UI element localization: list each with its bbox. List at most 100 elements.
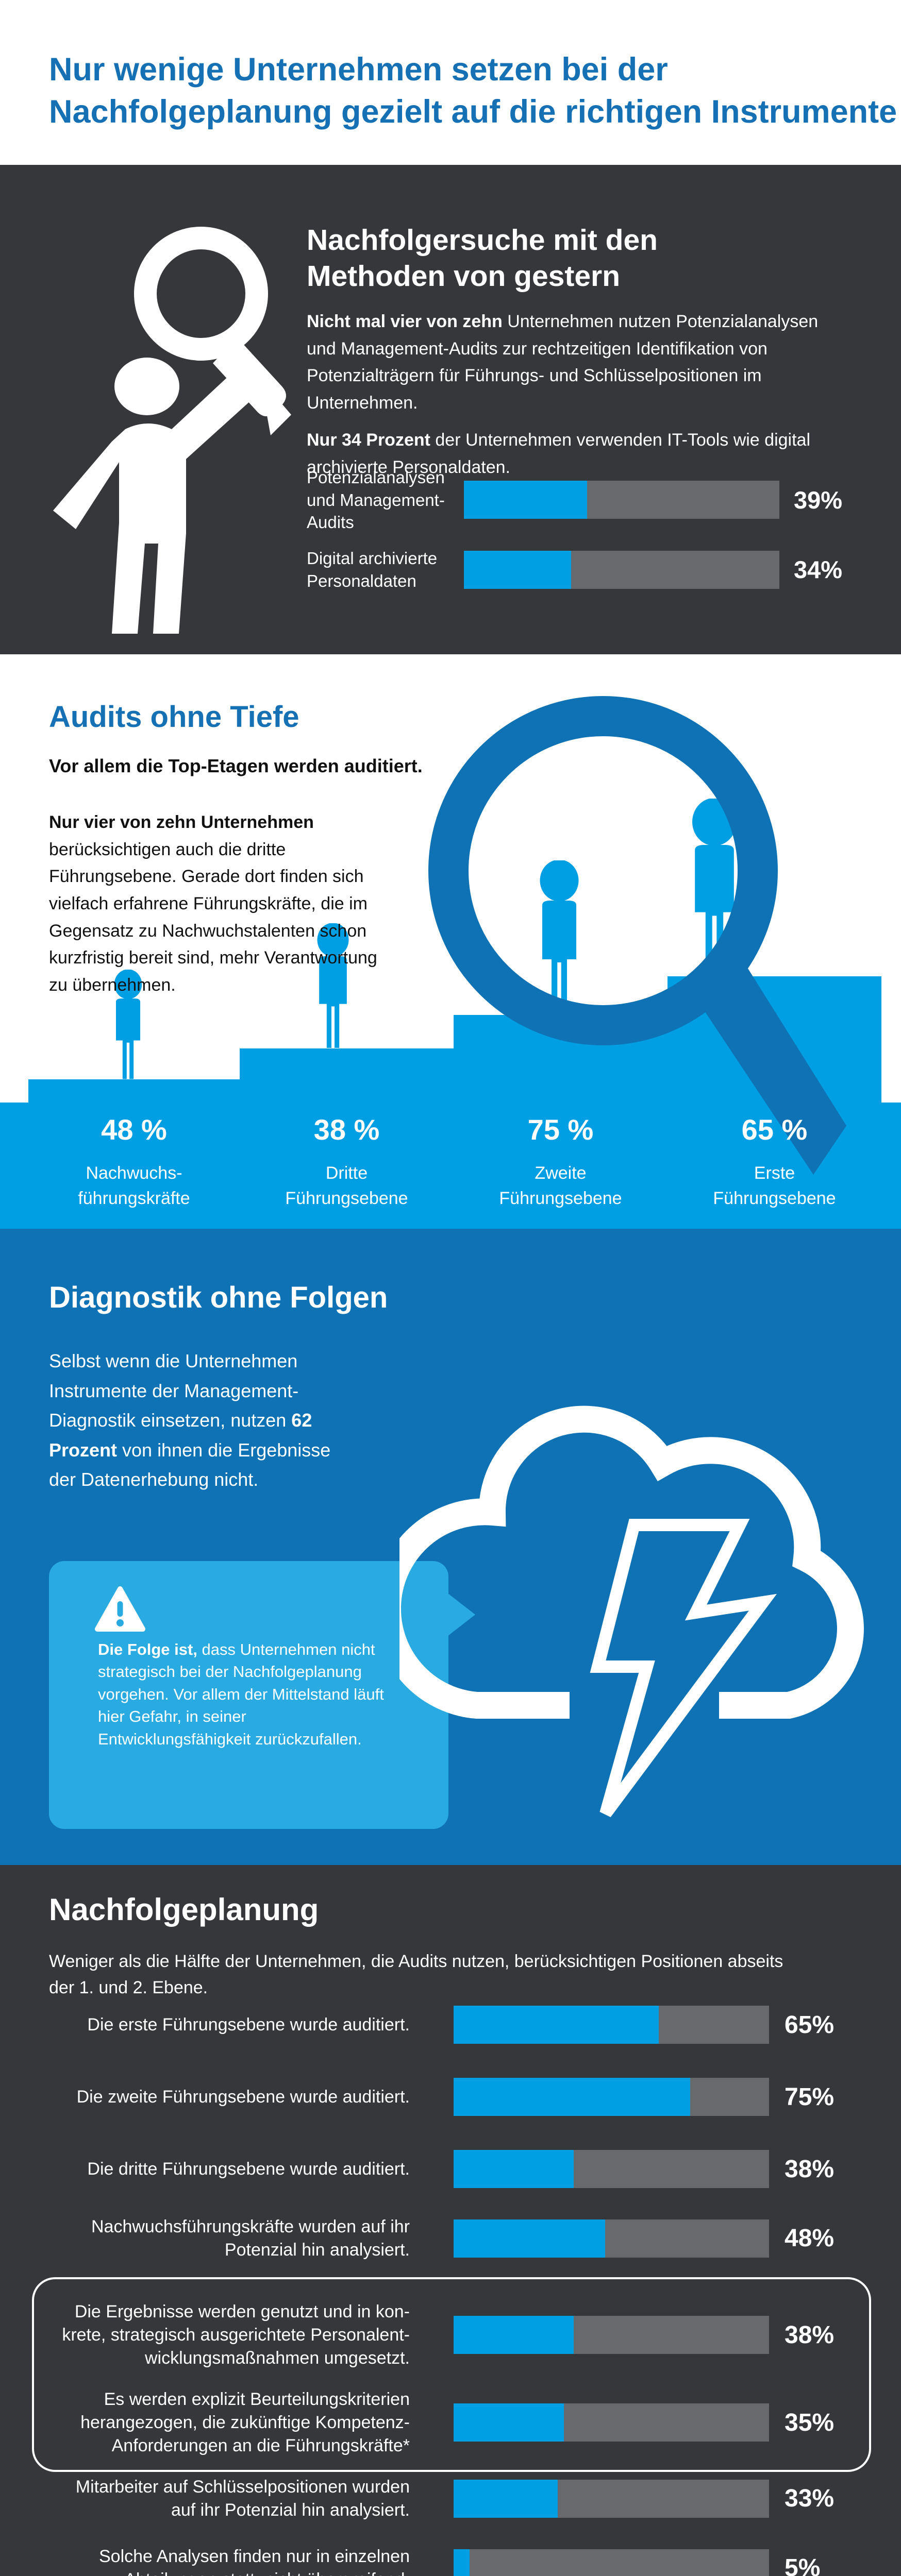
methods-bar-track xyxy=(464,550,779,589)
bar-label: Solche Analysen finden nur in einzelnen … xyxy=(99,2547,410,2576)
audits-heading: Audits ohne Tiefe xyxy=(49,700,299,734)
bar-label: Es werden explizit Beurteilungskriterien… xyxy=(80,2389,410,2455)
methods-paragraph-2-rest: der Unternehmen verwenden IT-Tools wie d… xyxy=(307,430,810,477)
audits-paragraph-bold: Nur vier von zehn Unternehmen xyxy=(49,812,314,832)
audit-bar-row: Die erste Führungsebene wurde auditiert.… xyxy=(49,2006,853,2044)
warning-triangle-icon xyxy=(95,1586,145,1632)
page-title-line2: Nachfolgeplanung gezielt auf die richtig… xyxy=(49,93,897,130)
audit-bar-row: Solche Analysen finden nur in einzelnen … xyxy=(49,2545,853,2576)
bar-track xyxy=(454,2150,769,2188)
methods-paragraph-2-bold: Nur 34 Prozent xyxy=(307,430,430,450)
methods-bar-fill xyxy=(464,481,587,519)
methods-bar-label: Digital archivierte Personaldaten xyxy=(307,549,438,590)
audit-bar-row: Es werden explizit Beurteilungskriterien… xyxy=(49,2388,853,2458)
bar-label: Die erste Führungsebene wurde auditiert. xyxy=(87,2014,410,2035)
staircase-magnifier-graphic xyxy=(0,696,901,1229)
section-nachfolgeplanung: Nachfolgeplanung Weniger als die Hälfte … xyxy=(0,1865,901,2576)
bar-label: Nachwuchsführungskräfte wurden auf ihr P… xyxy=(91,2217,410,2260)
diagnostik-heading: Diagnostik ohne Folgen xyxy=(49,1281,388,1314)
level-label: Erste Führungsebene xyxy=(713,1163,836,1209)
bar-track xyxy=(454,2316,769,2354)
bar-fill xyxy=(454,2006,659,2044)
magnifier-lens xyxy=(448,716,758,1025)
methods-heading: Nachfolgersuche mit den Methoden von ges… xyxy=(307,223,658,294)
methods-bar-row: Potenzialanalysen und Management- Audits… xyxy=(307,466,874,534)
warning-callout-box: Die Folge ist, dass Unternehmen nicht st… xyxy=(49,1561,475,1829)
bar-fill xyxy=(454,2479,558,2518)
level-stat: 38 % Dritte Führungsebene xyxy=(240,1113,454,1212)
planung-intro: Weniger als die Hälfte der Unternehmen, … xyxy=(49,1952,783,1997)
methods-bar-track xyxy=(464,481,779,519)
methods-paragraph-2: Nur 34 Prozent der Unternehmen verwenden… xyxy=(307,427,850,481)
staircase-steps xyxy=(0,976,901,1229)
level-stat: 48 % Nachwuchs- führungskräfte xyxy=(28,1113,240,1212)
bar-value: 33% xyxy=(785,2485,835,2513)
bar-label: Die Ergebnisse werden genutzt und in kon… xyxy=(62,2302,410,2368)
audit-bar-row: Die Ergebnisse werden genutzt und in kon… xyxy=(49,2300,853,2370)
planung-heading: Nachfolgeplanung xyxy=(49,1892,319,1927)
level-stat: 75 % Zweite Führungsebene xyxy=(454,1113,668,1212)
bar-track xyxy=(454,2219,769,2258)
magnifier-ring xyxy=(428,696,778,1045)
bar-fill xyxy=(454,2219,605,2258)
audit-bar-row: Die zweite Führungsebene wurde auditiert… xyxy=(49,2078,853,2116)
section-audits-ohne-tiefe: Audits ohne Tiefe Vor allem die Top-Etag… xyxy=(0,654,901,1229)
level-value: 38 % xyxy=(313,1113,380,1146)
bar-track xyxy=(454,2006,769,2044)
audit-bar-row: Die dritte Führungsebene wurde auditiert… xyxy=(49,2150,853,2188)
bar-track xyxy=(454,2078,769,2116)
level-value: 65 % xyxy=(741,1113,808,1146)
bar-value: 75% xyxy=(785,2083,835,2111)
bar-fill xyxy=(454,2078,690,2116)
level-value: 75 % xyxy=(527,1113,594,1146)
level-label: Zweite Führungsebene xyxy=(499,1163,622,1209)
level-stat: 65 % Erste Führungsebene xyxy=(668,1113,881,1212)
level-label: Dritte Führungsebene xyxy=(285,1163,408,1209)
warning-callout-bold: Die Folge ist, xyxy=(98,1640,197,1658)
bar-fill xyxy=(454,2316,574,2354)
storm-cloud-lightning-icon xyxy=(399,1405,864,1818)
methods-heading-line2: Methoden von gestern xyxy=(307,259,621,293)
bar-value: 65% xyxy=(785,2011,835,2039)
bar-value: 48% xyxy=(785,2225,835,2252)
header-section: Nur wenige Unternehmen setzen bei der Na… xyxy=(0,0,901,165)
methods-bar-value: 39% xyxy=(794,486,843,514)
person-with-magnifier-icon xyxy=(53,227,291,634)
methods-paragraph-1-bold: Nicht mal vier von zehn xyxy=(307,312,503,331)
methods-heading-line1: Nachfolgersuche mit den xyxy=(307,224,658,257)
diagnostik-paragraph: Selbst wenn die Unternehmen Instrumente … xyxy=(49,1350,331,1490)
page-title: Nur wenige Unternehmen setzen bei der Na… xyxy=(49,49,897,133)
audit-bar-row: Nachwuchsführungskräfte wurden auf ihr P… xyxy=(49,2215,853,2262)
page-title-line1: Nur wenige Unternehmen setzen bei der xyxy=(49,52,668,88)
bar-value: 35% xyxy=(785,2409,835,2436)
bar-value: 38% xyxy=(785,2155,835,2183)
bar-track xyxy=(454,2549,769,2576)
magnifier-handle xyxy=(697,966,846,1175)
bar-label: Mitarbeiter auf Schlüsselpositionen wurd… xyxy=(75,2477,410,2520)
section-diagnostik-ohne-folgen: Diagnostik ohne Folgen Selbst wenn die U… xyxy=(0,1229,901,1865)
methods-bar-label: Potenzialanalysen und Management- Audits xyxy=(307,468,445,532)
bar-fill xyxy=(454,2150,574,2188)
methods-paragraph-1-rest: Unternehmen nutzen Potenzialanalysen und… xyxy=(307,312,819,413)
warning-callout-text: Die Folge ist, dass Unternehmen nicht st… xyxy=(98,1640,384,1748)
audits-lead: Vor allem die Top-Etagen werden auditier… xyxy=(49,755,423,776)
bar-value: 38% xyxy=(785,2321,835,2349)
methods-bar-fill xyxy=(464,550,572,589)
audit-bar-row: Mitarbeiter auf Schlüsselpositionen wurd… xyxy=(49,2476,853,2522)
highlight-group-outline xyxy=(32,2277,871,2472)
methods-bar-row: Digital archivierte Personaldaten 34% xyxy=(307,547,874,592)
bar-fill xyxy=(454,2403,564,2442)
bar-label: Die zweite Führungsebene wurde auditiert… xyxy=(76,2087,410,2107)
methods-paragraph-1: Nicht mal vier von zehn Unternehmen nutz… xyxy=(307,308,850,417)
bar-fill xyxy=(454,2549,470,2576)
section-methods-of-yesterday: Nachfolgersuche mit den Methoden von ges… xyxy=(0,165,901,654)
bar-value: 5% xyxy=(785,2554,821,2576)
level-label: Nachwuchs- führungskräfte xyxy=(78,1163,190,1209)
methods-bar-value: 34% xyxy=(794,556,843,584)
bar-track xyxy=(454,2403,769,2442)
bar-track xyxy=(454,2479,769,2518)
bar-label: Die dritte Führungsebene wurde auditiert… xyxy=(87,2159,410,2179)
diagnostik-paragraph-bold: 62 Prozent xyxy=(49,1410,312,1461)
audits-paragraph: Nur vier von zehn Unternehmen berücksich… xyxy=(49,809,392,999)
